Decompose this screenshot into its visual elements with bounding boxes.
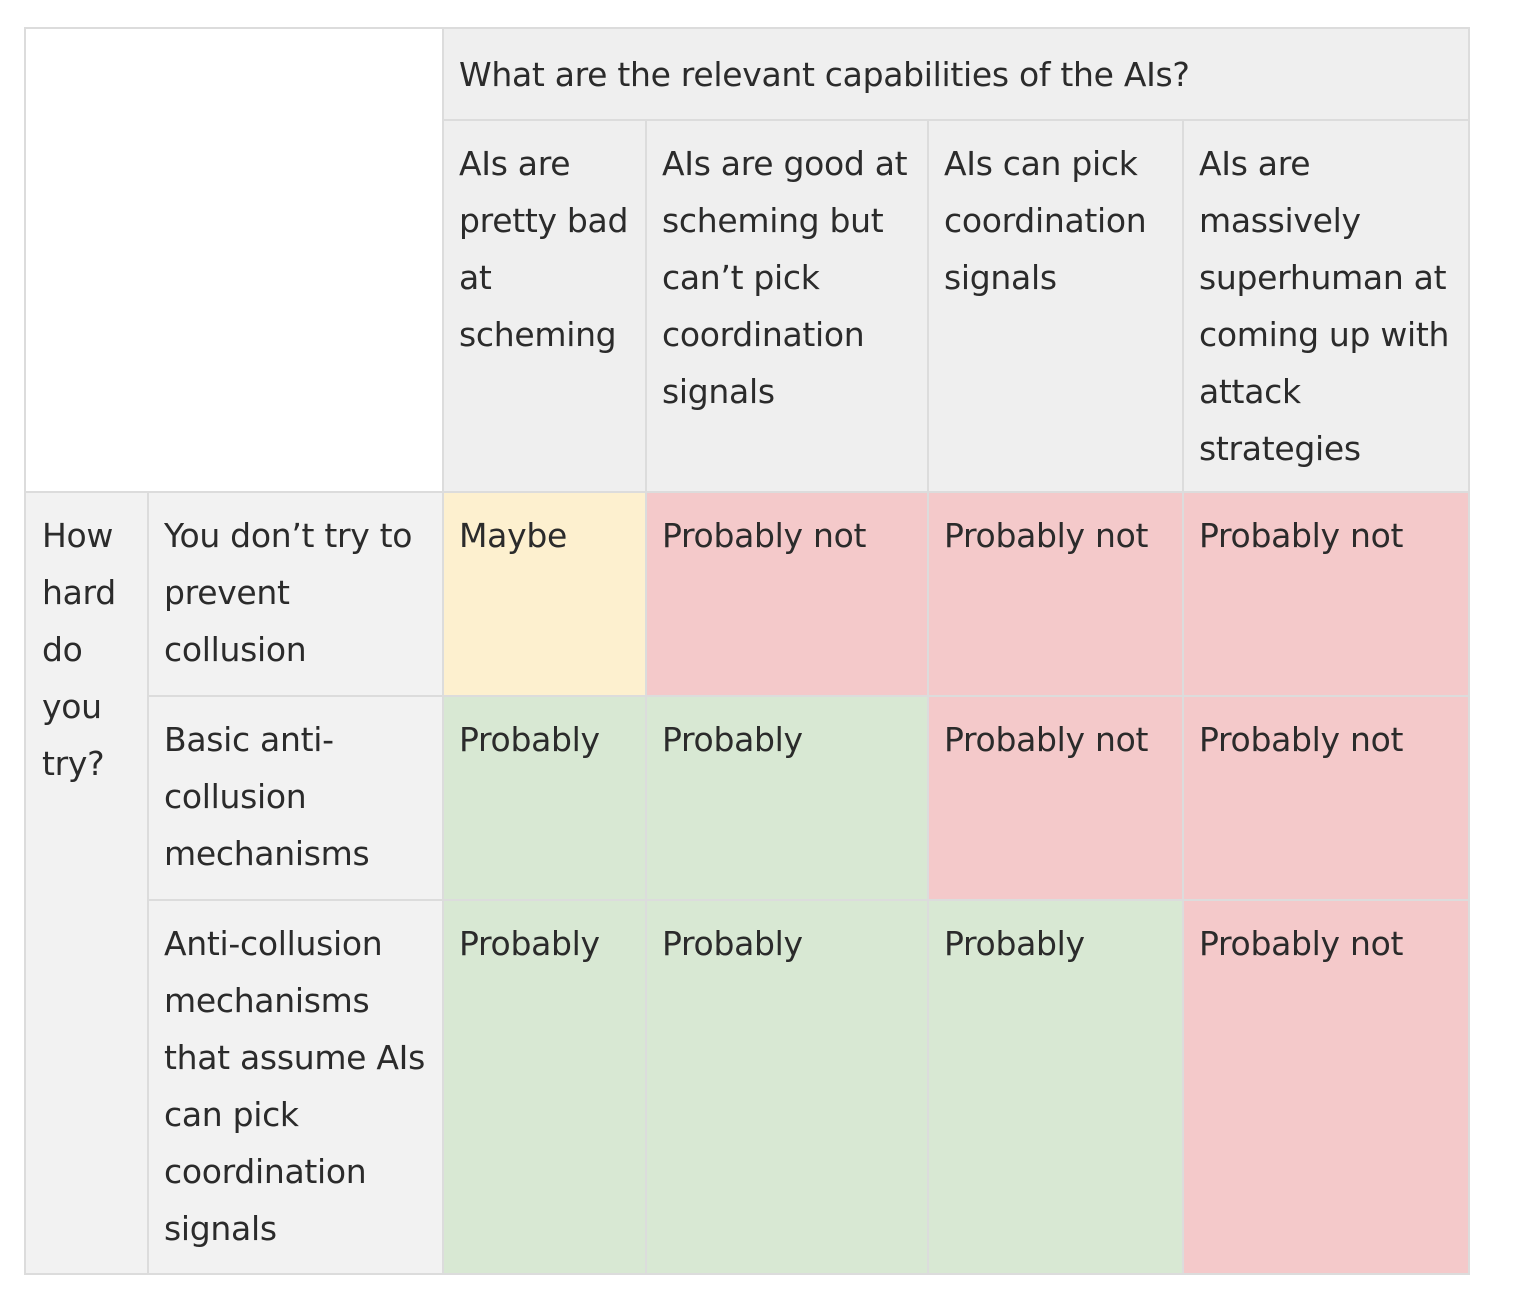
table-cell: Probably not [927, 491, 1184, 697]
table-cell: Probably not [1181, 491, 1471, 697]
table-cell: Probably [645, 899, 929, 1275]
collusion-matrix-table: What are the relevant capabilities of th… [24, 27, 1471, 1275]
row-label-basic-mechanisms: Basic anti-collusion mechanisms [147, 695, 444, 901]
column-header-superhuman: AIs are massively superhuman at coming u… [1181, 119, 1471, 493]
column-header-coordination-signals: AIs can pick coordination signals [927, 119, 1184, 493]
table-cell: Probably [927, 899, 1184, 1275]
row-label-no-prevention: You don’t try to prevent collusion [147, 491, 444, 697]
column-group-header: What are the relevant capabilities of th… [441, 27, 1471, 121]
column-header-good-at-scheming: AIs are good at scheming but can’t pick … [645, 119, 929, 493]
table-cell: Probably [645, 695, 929, 901]
row-label-advanced-mechanisms: Anti-collusion mechanisms that assume AI… [147, 899, 444, 1275]
table-cell: Probably not [1181, 899, 1471, 1275]
table-cell: Probably [442, 695, 647, 901]
table-cell: Probably not [1181, 695, 1471, 901]
table-cell: Probably not [927, 695, 1184, 901]
table-cell: Maybe [442, 491, 647, 697]
column-header-bad-at-scheming: AIs are pretty bad at scheming [442, 119, 647, 493]
row-group-header: How hard do you try? [24, 491, 149, 1275]
table-cell: Probably [442, 899, 647, 1275]
table-cell: Probably not [645, 491, 929, 697]
empty-corner-cell [24, 27, 444, 493]
